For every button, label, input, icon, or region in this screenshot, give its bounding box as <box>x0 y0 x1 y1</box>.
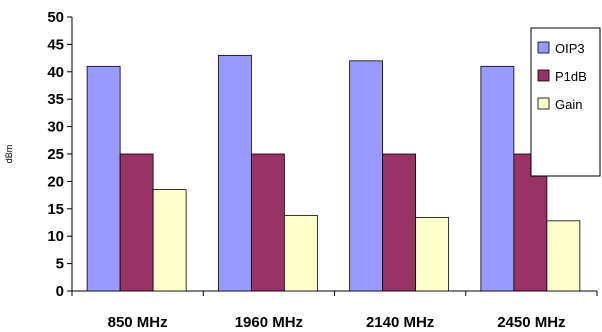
y-axis-label: dBm <box>4 145 14 164</box>
y-tick-label: 45 <box>47 36 64 53</box>
bar-gain-4 <box>546 220 581 292</box>
y-tick-label: 20 <box>47 173 64 190</box>
y-tick-label: 30 <box>47 119 64 136</box>
legend-swatch <box>537 41 550 54</box>
y-tick-label: 50 <box>47 9 64 26</box>
legend-label: OIP3 <box>555 41 585 56</box>
x-tick-label: 2140 MHz <box>366 314 434 331</box>
legend-label: P1dB <box>555 69 587 84</box>
x-tick-label: 1960 MHz <box>235 314 303 331</box>
bar-oip3-4 <box>480 65 515 292</box>
legend-swatch <box>537 97 550 110</box>
bar-p1db-4 <box>513 153 548 292</box>
bar-oip3-3 <box>349 60 384 292</box>
y-tick-label: 40 <box>47 64 64 81</box>
bar-p1db-2 <box>250 153 285 292</box>
x-tick-label: 2450 MHz <box>497 314 565 331</box>
legend: OIP3 P1dB Gain <box>530 27 601 177</box>
x-tick-label: 850 MHz <box>108 314 168 331</box>
bars <box>86 54 581 292</box>
y-tick-label: 35 <box>47 91 64 108</box>
y-tick-label: 0 <box>56 283 64 300</box>
y-tick-label: 15 <box>47 201 64 218</box>
legend-swatch <box>537 69 550 82</box>
y-tick-label: 10 <box>47 228 64 245</box>
bar-p1db-1 <box>119 153 154 292</box>
x-axis: 850 MHz 1960 MHz 2140 MHz 2450 MHz <box>71 290 598 331</box>
legend-label: Gain <box>555 97 582 112</box>
bar-gain-1 <box>152 189 187 292</box>
bar-p1db-3 <box>382 153 417 292</box>
bar-oip3-1 <box>86 65 121 292</box>
bar-gain-3 <box>415 217 450 292</box>
y-tick-label: 5 <box>56 256 64 273</box>
bar-gain-2 <box>283 214 318 292</box>
y-axis: 0 5 10 15 20 25 30 35 40 45 50 <box>47 9 73 300</box>
y-tick-label: 25 <box>47 146 64 163</box>
bar-oip3-2 <box>217 54 252 292</box>
